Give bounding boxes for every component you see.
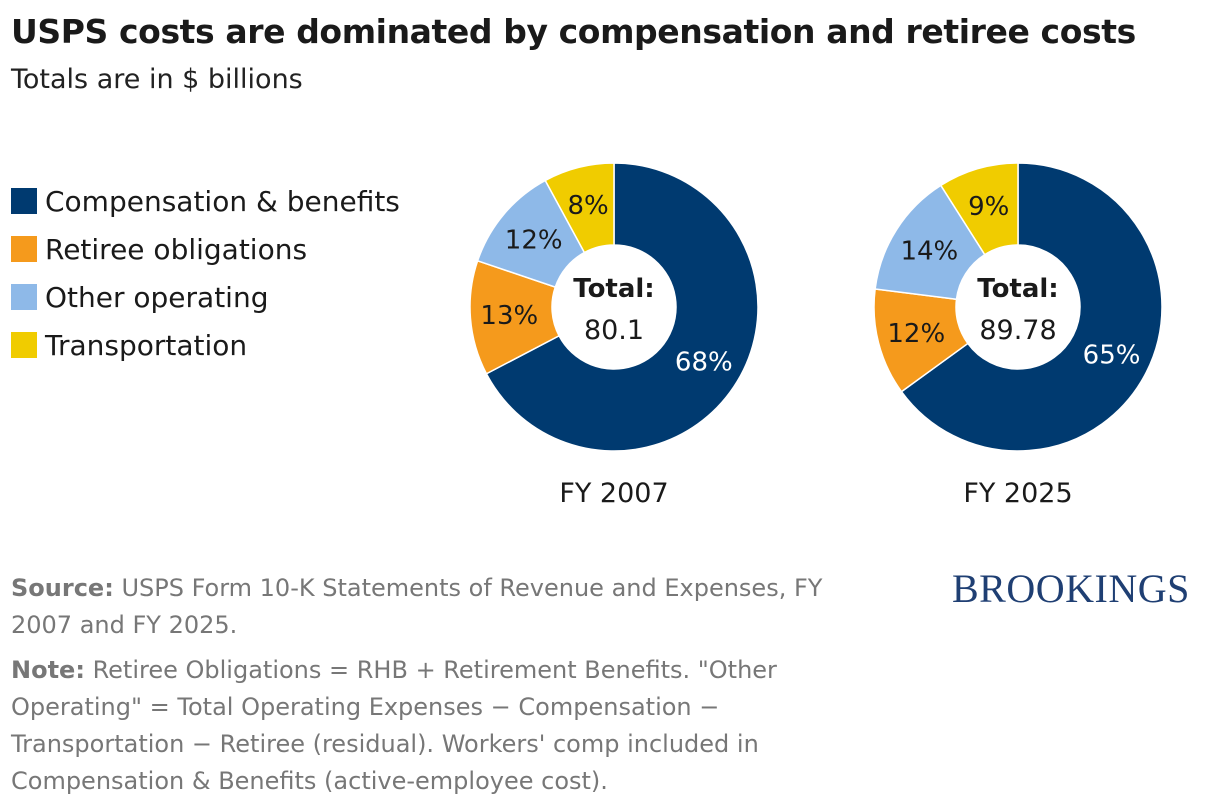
chart-subtitle: Totals are in $ billions <box>11 64 303 95</box>
donut-0-slice-2-label: 12% <box>505 225 563 255</box>
donut-1-slice-0-label: 65% <box>1083 341 1141 371</box>
legend-item-retiree: Retiree obligations <box>11 225 400 273</box>
note-label: Note: <box>11 656 85 684</box>
donut-0-slice-3-label: 8% <box>568 191 609 221</box>
source-note: Source: USPS Form 10-K Statements of Rev… <box>11 570 891 644</box>
legend-swatch-compensation <box>11 188 37 214</box>
legend: Compensation & benefits Retiree obligati… <box>11 177 400 369</box>
legend-item-transportation: Transportation <box>11 321 400 369</box>
legend-swatch-retiree <box>11 236 37 262</box>
donut-charts: 68%13%12%8%Total:80.1FY 200765%12%14%9%T… <box>469 162 1163 509</box>
donut-1-slice-0 <box>900 162 1163 452</box>
donut-0-slice-3 <box>544 162 615 254</box>
legend-label-retiree: Retiree obligations <box>45 232 308 266</box>
source-text: USPS Form 10-K Statements of Revenue and… <box>11 574 823 639</box>
donut-0-title: FY 2007 <box>559 478 668 509</box>
donut-1-center-label: Total: <box>977 274 1058 304</box>
legend-label-compensation: Compensation & benefits <box>45 184 400 218</box>
donut-1-slice-2-label: 14% <box>900 237 958 267</box>
donut-1-slice-3 <box>939 162 1019 256</box>
donut-0-center-value: 80.1 <box>584 315 644 346</box>
legend-label-transportation: Transportation <box>45 328 248 362</box>
methodology-note: Note: Retiree Obligations = RHB + Retire… <box>11 652 811 800</box>
legend-swatch-other <box>11 284 37 310</box>
legend-item-other: Other operating <box>11 273 400 321</box>
donut-0-slice-0 <box>485 162 759 452</box>
legend-item-compensation: Compensation & benefits <box>11 177 400 225</box>
donut-1-slice-1-label: 12% <box>887 319 945 349</box>
donut-1-slice-3-label: 9% <box>968 192 1009 222</box>
note-text: Retiree Obligations = RHB + Retirement B… <box>11 656 777 795</box>
donut-1-title: FY 2025 <box>963 478 1072 509</box>
source-label: Source: <box>11 574 114 602</box>
donut-0-center-label: Total: <box>573 274 654 304</box>
donut-1-center-value: 89.78 <box>979 315 1056 346</box>
donut-0-slice-1-label: 13% <box>480 301 538 331</box>
legend-swatch-transportation <box>11 332 37 358</box>
donut-0-slice-0-label: 68% <box>675 347 733 377</box>
brookings-logo: BROOKINGS <box>952 566 1190 611</box>
chart-title: USPS costs are dominated by compensation… <box>11 12 1136 51</box>
legend-label-other: Other operating <box>45 280 269 314</box>
